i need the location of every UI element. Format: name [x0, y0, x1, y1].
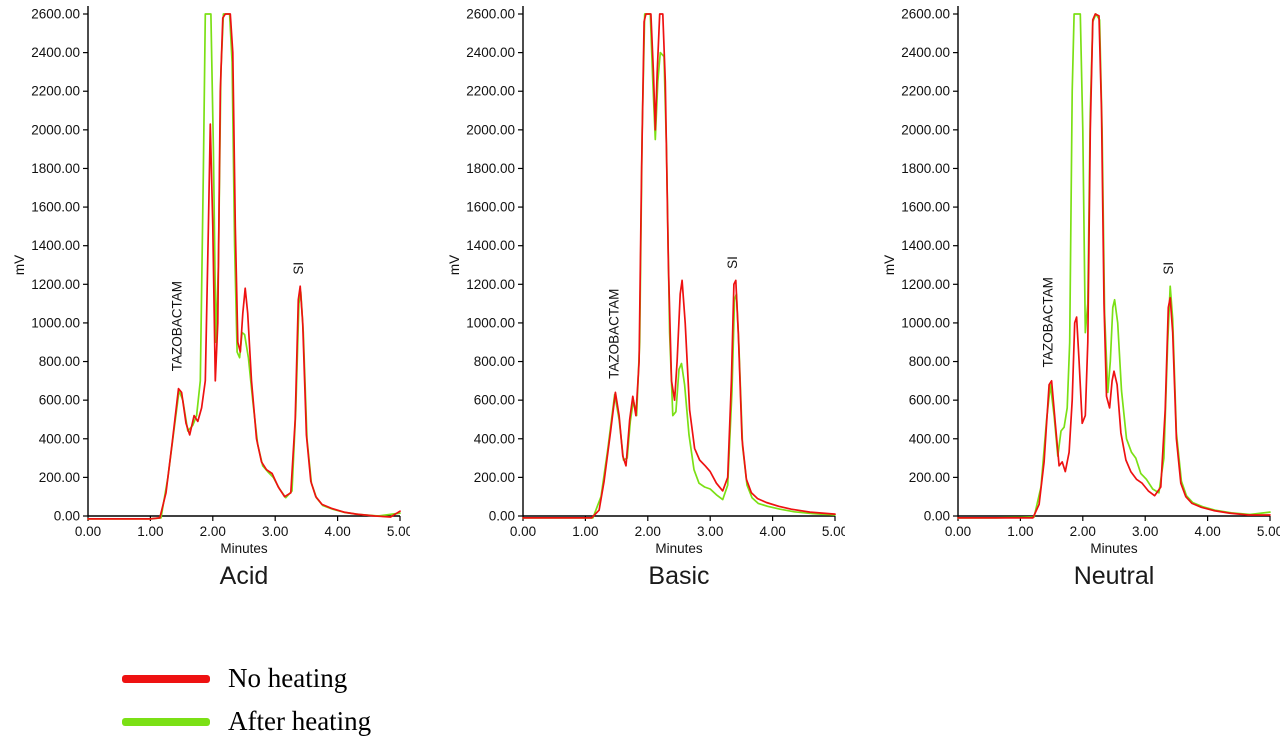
peak-label-si: SI	[725, 256, 740, 269]
svg-text:0.00: 0.00	[75, 524, 101, 539]
series-no-heating	[522, 13, 836, 519]
svg-text:1.00: 1.00	[572, 524, 598, 539]
svg-text:1000.00: 1000.00	[466, 315, 515, 330]
acid-chromatogram-plot: 0.00 200.00 400.00 600.00 800.00 1000.00 1200.…	[12, 6, 410, 556]
series-no-heating	[957, 13, 1271, 519]
svg-text:1600.00: 1600.00	[901, 200, 950, 215]
svg-text:2600.00: 2600.00	[466, 7, 515, 22]
svg-text:2600.00: 2600.00	[31, 7, 80, 22]
charts-row: 0.00 200.00 400.00 600.00 800.00 1000.00 1200.…	[0, 0, 1280, 591]
svg-text:0.00: 0.00	[54, 509, 80, 524]
svg-text:0.00: 0.00	[489, 509, 515, 524]
svg-text:1.00: 1.00	[137, 524, 163, 539]
svg-text:2400.00: 2400.00	[31, 45, 80, 60]
svg-text:1200.00: 1200.00	[901, 277, 950, 292]
svg-text:800.00: 800.00	[909, 354, 950, 369]
svg-text:1800.00: 1800.00	[31, 161, 80, 176]
svg-text:0.00: 0.00	[924, 509, 950, 524]
svg-text:2.00: 2.00	[200, 524, 226, 539]
svg-text:1400.00: 1400.00	[466, 238, 515, 253]
svg-text:5.00: 5.00	[387, 524, 410, 539]
peak-label-tazobactam: TAZOBACTAM	[607, 289, 622, 379]
svg-text:600.00: 600.00	[39, 393, 80, 408]
y-axis-label: mV	[447, 255, 462, 275]
y-axis-label: mV	[12, 255, 27, 275]
svg-text:1200.00: 1200.00	[31, 277, 80, 292]
chart-title-acid: Acid	[219, 562, 269, 590]
chart-basic: 0.00 200.00 400.00 600.00 800.00 1000.00 1200.…	[435, 0, 845, 591]
svg-text:800.00: 800.00	[39, 354, 80, 369]
basic-chromatogram-plot: 0.00 200.00 400.00 600.00 800.00 1000.00 1200.…	[447, 6, 845, 556]
peak-label-tazobactam: TAZOBACTAM	[170, 281, 185, 371]
svg-text:3.00: 3.00	[1132, 524, 1158, 539]
svg-text:2200.00: 2200.00	[31, 84, 80, 99]
after-heating-line-swatch	[122, 717, 210, 726]
chart-title-neutral: Neutral	[1073, 562, 1155, 590]
svg-text:1600.00: 1600.00	[31, 200, 80, 215]
x-axis-label: Minutes	[655, 541, 703, 556]
svg-text:400.00: 400.00	[39, 431, 80, 446]
svg-text:5.00: 5.00	[822, 524, 845, 539]
chart-neutral: 0.00 200.00 400.00 600.00 800.00 1000.00 1200.…	[870, 0, 1280, 591]
y-axis-label: mV	[882, 255, 897, 275]
svg-text:200.00: 200.00	[474, 470, 515, 485]
neutral-chromatogram-plot: 0.00 200.00 400.00 600.00 800.00 1000.00 1200.…	[882, 6, 1280, 556]
svg-text:2.00: 2.00	[1070, 524, 1096, 539]
svg-text:800.00: 800.00	[474, 354, 515, 369]
peak-label-si: SI	[291, 262, 306, 275]
svg-text:2000.00: 2000.00	[901, 122, 950, 137]
no-heating-label: No heating	[228, 663, 348, 693]
svg-text:0.00: 0.00	[510, 524, 536, 539]
chart-title-basic: Basic	[648, 562, 710, 590]
svg-text:1600.00: 1600.00	[466, 200, 515, 215]
svg-text:2000.00: 2000.00	[31, 122, 80, 137]
svg-text:400.00: 400.00	[909, 431, 950, 446]
svg-text:2600.00: 2600.00	[901, 7, 950, 22]
x-axis-label: Minutes	[220, 541, 268, 556]
x-axis-label: Minutes	[1090, 541, 1138, 556]
svg-text:400.00: 400.00	[474, 431, 515, 446]
svg-text:1.00: 1.00	[1007, 524, 1033, 539]
svg-text:200.00: 200.00	[909, 470, 950, 485]
svg-text:2200.00: 2200.00	[466, 84, 515, 99]
no-heating-line-swatch	[122, 674, 210, 683]
peak-label-tazobactam: TAZOBACTAM	[1040, 277, 1055, 367]
legend: No heating After heating	[122, 663, 1280, 737]
svg-text:2400.00: 2400.00	[466, 45, 515, 60]
svg-text:2000.00: 2000.00	[466, 122, 515, 137]
svg-text:1000.00: 1000.00	[31, 315, 80, 330]
svg-text:2200.00: 2200.00	[901, 84, 950, 99]
svg-text:1200.00: 1200.00	[466, 277, 515, 292]
svg-text:2400.00: 2400.00	[901, 45, 950, 60]
series-after-heating	[522, 13, 836, 519]
series-after-heating	[87, 13, 401, 520]
peak-label-si: SI	[1161, 262, 1176, 275]
svg-text:3.00: 3.00	[262, 524, 288, 539]
svg-text:0.00: 0.00	[945, 524, 971, 539]
svg-text:5.00: 5.00	[1257, 524, 1280, 539]
svg-text:200.00: 200.00	[39, 470, 80, 485]
after-heating-label: After heating	[228, 706, 372, 736]
svg-text:1800.00: 1800.00	[466, 161, 515, 176]
series-no-heating	[87, 13, 401, 520]
svg-text:1800.00: 1800.00	[901, 161, 950, 176]
chart-acid: 0.00 200.00 400.00 600.00 800.00 1000.00 1200.…	[0, 0, 410, 591]
series-after-heating	[957, 13, 1271, 519]
svg-text:1400.00: 1400.00	[31, 238, 80, 253]
legend-item-after-heating: After heating	[122, 706, 1280, 737]
legend-item-no-heating: No heating	[122, 663, 1280, 694]
svg-text:3.00: 3.00	[697, 524, 723, 539]
svg-text:4.00: 4.00	[1194, 524, 1220, 539]
svg-text:1400.00: 1400.00	[901, 238, 950, 253]
svg-text:4.00: 4.00	[324, 524, 350, 539]
svg-text:600.00: 600.00	[474, 393, 515, 408]
svg-text:2.00: 2.00	[635, 524, 661, 539]
svg-text:600.00: 600.00	[909, 393, 950, 408]
svg-text:4.00: 4.00	[759, 524, 785, 539]
svg-text:1000.00: 1000.00	[901, 315, 950, 330]
